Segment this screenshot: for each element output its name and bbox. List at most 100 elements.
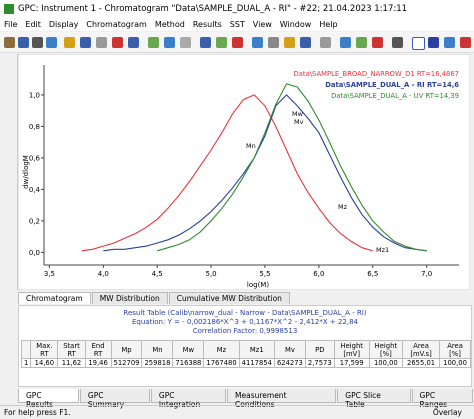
menu-item[interactable]: Results: [192, 20, 222, 29]
tool-icon[interactable]: [32, 37, 43, 48]
tool-icon[interactable]: [18, 37, 29, 48]
menu-item[interactable]: File: [4, 20, 18, 29]
y-tick-label: 1,0: [29, 91, 40, 99]
annotation: Mz1: [376, 246, 389, 254]
tool-icon[interactable]: [320, 37, 331, 48]
table-cell: 1767480: [203, 358, 240, 368]
column-header: Mw: [172, 340, 205, 359]
series-line: [103, 94, 427, 252]
table-cell: 2655,01: [402, 358, 441, 368]
tool-icon[interactable]: [232, 37, 243, 48]
y-tick-label: 0,2: [29, 217, 40, 225]
y-tick-label: 0,0: [29, 249, 40, 257]
tool-icon[interactable]: [300, 37, 311, 48]
result-tabs: GPC Results GPC Summary GPC Integration Mea…: [18, 389, 474, 409]
column-header: Mn: [141, 340, 174, 359]
x-tick-label: 5,0: [206, 270, 217, 278]
tool-icon[interactable]: [216, 37, 227, 48]
window-title: GPC: Instrument 1 - Chromatogram "Data\S…: [18, 4, 408, 14]
column-header: Area [%]: [439, 340, 471, 359]
menu-item[interactable]: SST: [229, 20, 245, 29]
table-cell: 512709: [110, 358, 143, 368]
chart-tab[interactable]: Cumulative MW Distribution: [168, 292, 290, 304]
status-bar: For help press F1. Overlay: [0, 405, 474, 419]
tool-icon[interactable]: [200, 37, 211, 48]
tool-icon[interactable]: [252, 37, 263, 48]
column-header: End RT: [84, 340, 112, 359]
x-tick-label: 6,0: [313, 270, 324, 278]
menu-item[interactable]: Chromatogram: [86, 20, 147, 29]
menu-item[interactable]: Window: [279, 20, 312, 29]
tool-icon[interactable]: [148, 37, 159, 48]
tool-icon[interactable]: [356, 37, 367, 48]
tool-icon[interactable]: [460, 37, 471, 48]
tool-icon[interactable]: [80, 37, 91, 48]
tool-icon[interactable]: [112, 37, 123, 48]
column-header: Mz1: [238, 340, 275, 359]
result-panel: Result Table (Calib\narrow_dual - Narrow…: [18, 305, 472, 387]
x-tick-label: 4,5: [152, 270, 163, 278]
column-header: Height [mV]: [333, 340, 370, 359]
menu-item[interactable]: Edit: [25, 20, 41, 29]
result-tab[interactable]: GPC Ranges: [411, 389, 473, 409]
x-tick-label: 3,5: [44, 270, 55, 278]
title-bar: GPC: Instrument 1 - Chromatogram "Data\S…: [0, 0, 474, 18]
y-axis-label: dw/dlogM: [22, 155, 30, 189]
menu-item[interactable]: Help: [319, 20, 338, 29]
series-line: [81, 94, 373, 252]
result-tab[interactable]: GPC Integration: [150, 389, 227, 409]
tool-icon[interactable]: [340, 37, 351, 48]
tool-icon[interactable]: [412, 37, 425, 50]
status-help: For help press F1.: [4, 408, 71, 417]
tool-icon[interactable]: [392, 37, 403, 48]
x-tick-label: 6,5: [367, 270, 378, 278]
table-cell: 19,46: [84, 358, 112, 368]
table-cell: 1: [20, 358, 32, 368]
menu-item[interactable]: Display: [48, 20, 79, 29]
result-tab[interactable]: Measurement Conditions: [227, 389, 337, 409]
menu-item[interactable]: View: [252, 20, 272, 29]
menu-item[interactable]: Method: [154, 20, 185, 29]
table-cell: 716388: [172, 358, 205, 368]
y-tick-label: 0,4: [29, 186, 41, 194]
tool-icon[interactable]: [268, 37, 279, 48]
table-cell: 259818: [141, 358, 174, 368]
result-tab[interactable]: GPC Slice Table: [337, 389, 411, 409]
x-tick-label: 5,5: [259, 270, 270, 278]
status-mode: Overlay: [432, 408, 462, 417]
y-tick-label: 0,6: [29, 154, 41, 162]
x-tick-label: 4,0: [98, 270, 109, 278]
tool-icon[interactable]: [180, 37, 191, 48]
tool-icon[interactable]: [64, 37, 75, 48]
column-header: Area [mV.s]: [402, 340, 441, 359]
table-cell: 100,00: [368, 358, 404, 368]
result-tab[interactable]: GPC Results: [18, 389, 79, 409]
chart-tab[interactable]: MW Distribution: [91, 292, 168, 304]
column-header: Height [%]: [368, 340, 404, 359]
tool-icon[interactable]: [372, 37, 383, 48]
column-header: Mp: [110, 340, 143, 359]
tool-icon[interactable]: [4, 37, 15, 48]
legend-entry: Data\SAMPLE_BROAD_NARROW_D1 RT=16,4867: [294, 70, 460, 78]
tool-icon[interactable]: [444, 37, 455, 48]
chart-tab[interactable]: Chromatogram: [18, 292, 91, 304]
column-header: Start RT: [57, 340, 86, 359]
tool-icon[interactable]: [46, 37, 57, 48]
annotation: Mw: [292, 110, 304, 118]
annotation: Mn: [246, 142, 256, 150]
tool-icon[interactable]: [96, 37, 107, 48]
column-header: PD: [304, 340, 335, 359]
tool-icon[interactable]: [284, 37, 295, 48]
correlation: Correlation Factor: 0,9998513: [192, 327, 298, 335]
series-line: [157, 83, 427, 252]
table-cell: 624273: [273, 358, 306, 368]
tool-icon[interactable]: [164, 37, 175, 48]
legend-entry: Data\SAMPLE_DUAL_A - RI RT=14,6: [325, 81, 459, 89]
legend-entry: Data\SAMPLE_DUAL_A - UV RT=14,39: [331, 92, 459, 100]
tool-icon[interactable]: [128, 37, 139, 48]
table-row: 1 14,60 11,62 19,46 512709 259818 716388 176748…: [20, 358, 471, 368]
column-header: Mv: [273, 340, 306, 359]
tool-icon[interactable]: [428, 37, 439, 48]
result-tab[interactable]: GPC Summary: [79, 389, 150, 409]
